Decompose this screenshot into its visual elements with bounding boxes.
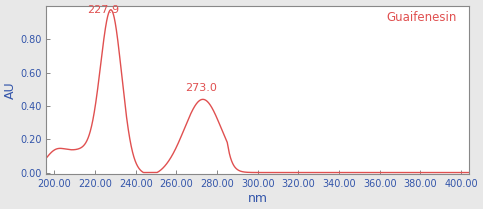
- Text: 273.0: 273.0: [185, 83, 217, 93]
- Y-axis label: AU: AU: [4, 81, 17, 99]
- X-axis label: nm: nm: [248, 192, 268, 205]
- Text: Guaifenesin: Guaifenesin: [386, 11, 456, 24]
- Text: 227.9: 227.9: [87, 5, 119, 14]
